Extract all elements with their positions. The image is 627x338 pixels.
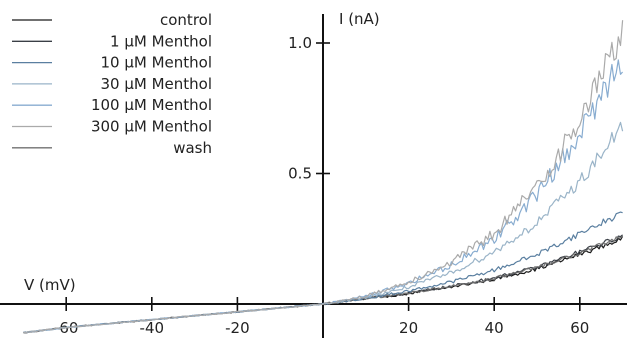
x-tick-label: 20: [399, 319, 418, 337]
legend-label: 1 µM Menthol: [110, 32, 212, 50]
x-tick-label: 60: [570, 319, 589, 337]
legend-label: 100 µM Menthol: [91, 96, 212, 114]
legend-label: 300 µM Menthol: [91, 118, 212, 136]
y-tick-label: 1.0: [288, 34, 312, 52]
x-axis-label: V (mV): [24, 276, 76, 294]
x-tick-label: 40: [485, 319, 504, 337]
legend-label: 30 µM Menthol: [100, 75, 212, 93]
series-lines: [23, 20, 624, 334]
y-axis-label: I (nA): [339, 10, 380, 28]
legend-label: control: [160, 11, 212, 29]
x-tick-label: -40: [140, 319, 165, 337]
x-tick-label: -20: [225, 319, 250, 337]
axes: -60 -40 -20 20 40 60 0.51.0 V (mV) I (nA): [0, 10, 627, 338]
y-ticks: 0.5 1.0: [288, 34, 330, 183]
series-line-5: [23, 20, 624, 334]
y-tick-label: 0.5: [288, 165, 312, 183]
x-ticks: -60 -40 -20 20 40 60: [54, 297, 589, 337]
legend: control 1 µM Menthol 10 µM Menthol 30 µM Me…: [12, 11, 212, 157]
legend-label: 10 µM Menthol: [100, 54, 212, 72]
legend-label: wash: [173, 139, 212, 157]
